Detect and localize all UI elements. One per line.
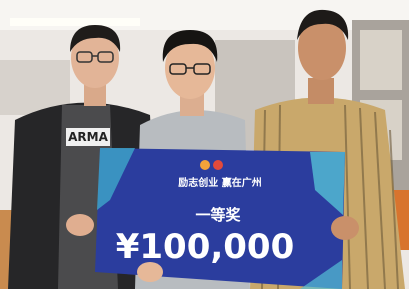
logo <box>200 160 210 170</box>
ceiling-light <box>10 18 140 26</box>
logo <box>213 160 223 170</box>
page: ARMA 励志创业 赢在广州 一等奖 ¥100,000 (() => { con… <box>0 0 409 289</box>
hand <box>137 262 163 282</box>
photo: ARMA 励志创业 赢在广州 一等奖 ¥100,000 <box>0 0 409 289</box>
hand <box>331 216 359 240</box>
shirt-text: ARMA <box>68 130 108 144</box>
hand <box>66 214 94 236</box>
neck <box>308 78 334 104</box>
shelf-glass <box>360 30 402 90</box>
prize-amount: ¥100,000 <box>116 227 295 267</box>
prize-name: 一等奖 <box>195 206 241 224</box>
board-headline: 励志创业 赢在广州 <box>178 176 261 189</box>
